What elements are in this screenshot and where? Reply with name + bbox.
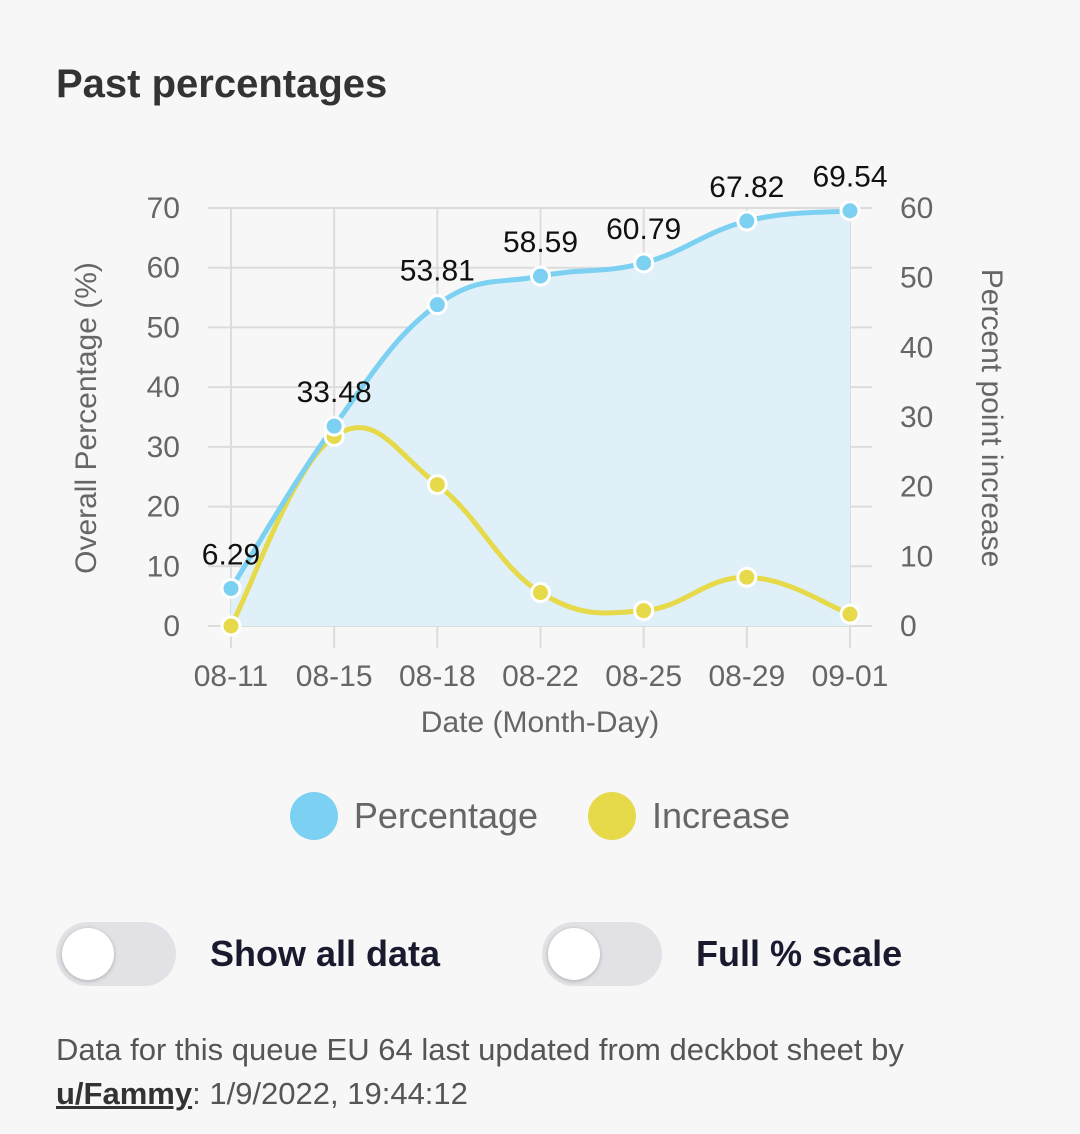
full-scale-label: Full % scale bbox=[696, 933, 903, 974]
update-note-text: Data for this queue EU 64 last updated f… bbox=[56, 1032, 904, 1067]
show-all-data-control: Show all data bbox=[56, 920, 440, 988]
x-tick-label: 08-15 bbox=[296, 660, 373, 693]
y2-tick-label: 40 bbox=[900, 331, 933, 364]
data-label: 60.79 bbox=[606, 213, 681, 246]
x-tick-label: 08-22 bbox=[502, 660, 579, 693]
x-tick-label: 08-11 bbox=[194, 660, 269, 693]
y2-tick-label: 60 bbox=[900, 192, 933, 225]
y-tick-label: 40 bbox=[147, 371, 180, 404]
legend-swatch-percentage bbox=[289, 792, 338, 840]
y-axis-title: Overall Percentage (%) bbox=[70, 262, 103, 574]
increase-point[interactable] bbox=[220, 615, 242, 637]
y2-axis-title: Percent point increase bbox=[975, 269, 1008, 568]
legend-label-increase: Increase bbox=[652, 795, 791, 836]
x-tick-label: 08-18 bbox=[399, 660, 476, 693]
percentage-point[interactable] bbox=[530, 265, 551, 287]
page-title: Past percentages bbox=[56, 62, 388, 106]
full-scale-control: Full % scale bbox=[542, 920, 902, 988]
toggle-knob bbox=[62, 928, 114, 980]
legend-swatch-increase bbox=[588, 792, 637, 840]
update-note: Data for this queue EU 64 last updated f… bbox=[56, 1028, 1036, 1116]
chart-legend: Percentage Increase bbox=[0, 792, 1080, 840]
data-label: 6.29 bbox=[202, 538, 260, 571]
y-tick-label: 20 bbox=[147, 491, 180, 524]
increase-point[interactable] bbox=[633, 600, 655, 622]
percentage-point[interactable] bbox=[633, 252, 655, 274]
data-label: 33.48 bbox=[297, 376, 372, 409]
show-all-data-label: Show all data bbox=[210, 933, 441, 974]
show-all-data-toggle[interactable] bbox=[56, 922, 176, 986]
legend-item-increase[interactable]: Increase bbox=[588, 792, 790, 840]
toggle-knob bbox=[548, 928, 600, 980]
y2-tick-label: 10 bbox=[900, 540, 933, 573]
percentage-point[interactable] bbox=[736, 210, 758, 232]
data-label: 67.82 bbox=[709, 171, 784, 204]
y2-tick-label: 20 bbox=[900, 471, 933, 504]
data-label: 53.81 bbox=[400, 255, 475, 288]
y2-tick-label: 30 bbox=[900, 401, 933, 434]
y-tick-label: 0 bbox=[163, 610, 180, 643]
percentage-point[interactable] bbox=[323, 415, 345, 437]
x-tick-label: 08-29 bbox=[708, 660, 785, 693]
update-note-timestamp: : 1/9/2022, 19:44:12 bbox=[192, 1076, 468, 1111]
user-link[interactable]: u/Fammy bbox=[56, 1076, 193, 1111]
percentage-area bbox=[231, 210, 850, 626]
legend-label-percentage: Percentage bbox=[353, 795, 539, 836]
y2-tick-label: 0 bbox=[900, 610, 917, 643]
full-scale-toggle[interactable] bbox=[542, 922, 662, 986]
percentage-point[interactable] bbox=[839, 200, 861, 222]
x-tick-label: 08-25 bbox=[605, 660, 682, 693]
y-tick-label: 70 bbox=[147, 192, 180, 225]
legend-item-percentage[interactable]: Percentage bbox=[289, 792, 539, 840]
y-tick-label: 30 bbox=[147, 431, 180, 464]
x-tick-label: 09-01 bbox=[812, 660, 889, 693]
y-tick-label: 50 bbox=[147, 311, 180, 344]
increase-point[interactable] bbox=[426, 474, 448, 496]
increase-point[interactable] bbox=[736, 566, 758, 588]
increase-point[interactable] bbox=[839, 603, 861, 625]
data-label: 69.54 bbox=[812, 161, 887, 194]
x-axis-title: Date (Month-Day) bbox=[421, 706, 659, 739]
percentage-point[interactable] bbox=[426, 294, 448, 316]
increase-point[interactable] bbox=[530, 582, 551, 604]
y-tick-label: 60 bbox=[147, 252, 180, 285]
chart: 6.29 33.48 53.81 58.59 60.79 67.82 69.54 0 10 20… bbox=[70, 161, 1008, 739]
data-label: 58.59 bbox=[503, 226, 578, 259]
y2-tick-label: 50 bbox=[900, 262, 933, 295]
y-tick-label: 10 bbox=[147, 550, 180, 583]
percentage-point[interactable] bbox=[220, 577, 242, 599]
